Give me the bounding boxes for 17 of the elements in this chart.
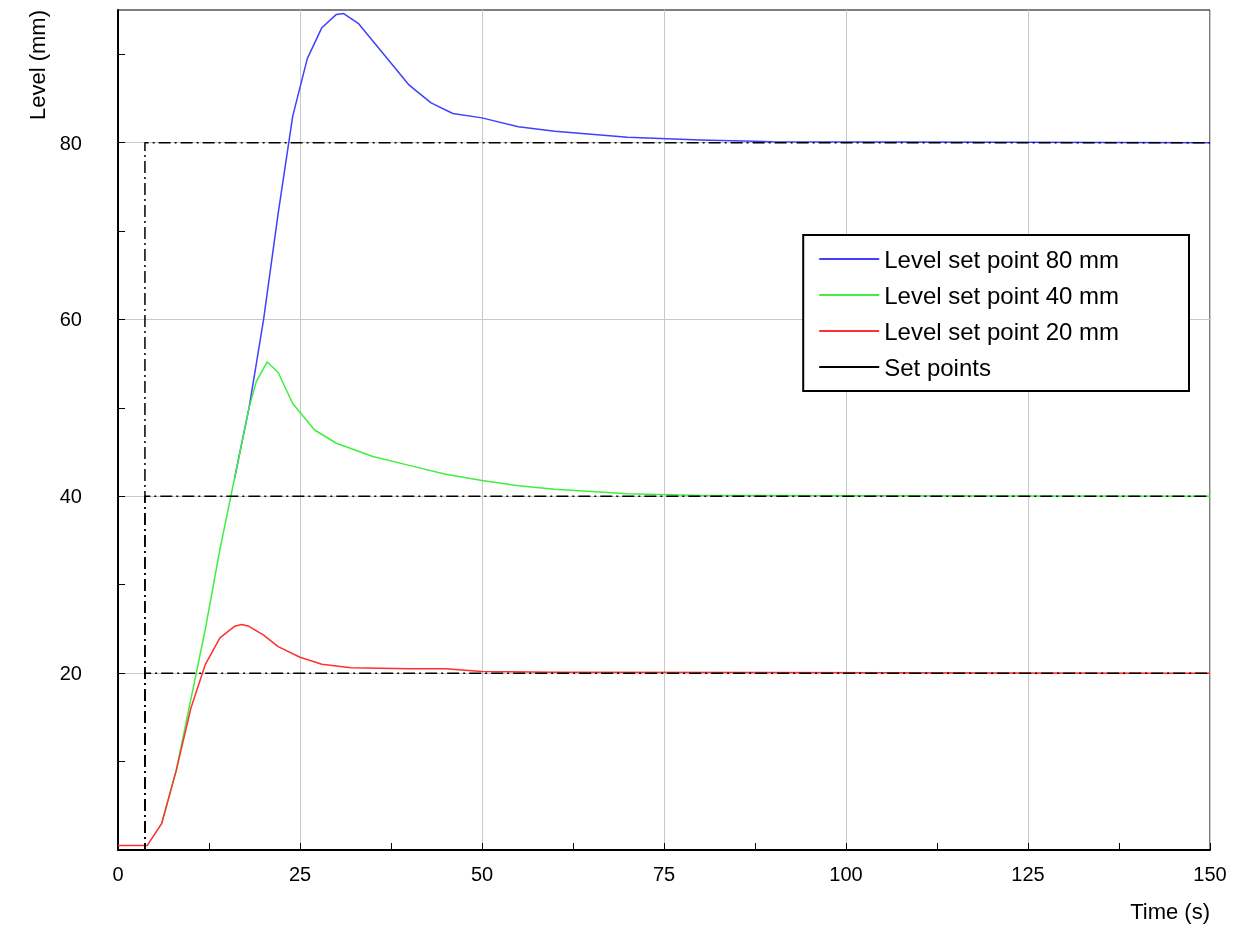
y-tick-label: 80: [59, 131, 82, 154]
x-tick-label: 125: [1011, 863, 1045, 885]
x-tick-label: 150: [1193, 863, 1227, 885]
x-tick-label: 100: [829, 863, 863, 885]
legend-label: Level set point 20 mm: [884, 317, 1120, 345]
x-tick-label: 50: [470, 863, 494, 885]
x-axis-title: Time (s): [1130, 898, 1210, 924]
legend-label: Set points: [884, 353, 991, 381]
x-tick-label: 0: [112, 863, 124, 885]
legend-label: Level set point 40 mm: [884, 281, 1120, 309]
x-tick-label: 25: [288, 863, 312, 885]
y-tick-label: 20: [59, 662, 82, 685]
y-axis-title: Level (mm): [24, 10, 50, 121]
legend-label: Level set point 80 mm: [884, 245, 1120, 273]
x-tick-label: 75: [652, 863, 676, 885]
y-tick-label: 40: [59, 485, 82, 508]
y-tick-label: 60: [59, 308, 82, 331]
